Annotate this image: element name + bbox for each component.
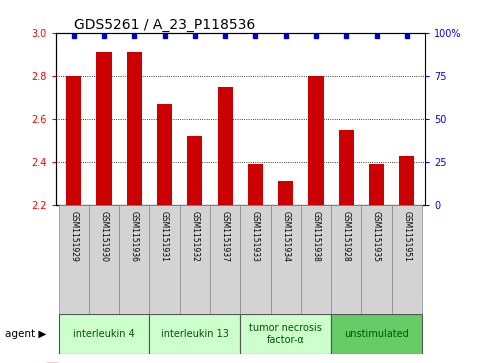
Bar (392, 205, 422, 314)
Text: tumor necrosis
factor-α: tumor necrosis factor-α (249, 323, 322, 345)
Text: GSM1151936: GSM1151936 (130, 211, 139, 261)
Bar (399, 155, 414, 205)
Bar (89, 205, 119, 314)
Text: GSM1151935: GSM1151935 (372, 211, 381, 261)
Bar (149, 205, 180, 314)
Bar (270, 205, 301, 314)
Bar (331, 205, 361, 314)
Bar (248, 164, 263, 205)
Bar (58, 314, 149, 354)
Bar (210, 205, 241, 314)
Text: GSM1151938: GSM1151938 (312, 211, 321, 261)
Bar (301, 205, 331, 314)
Bar (97, 52, 112, 205)
Bar (241, 205, 270, 314)
Text: GSM1151951: GSM1151951 (402, 211, 412, 261)
Bar (331, 314, 422, 354)
Text: agent ▶: agent ▶ (5, 329, 46, 339)
Bar (361, 205, 392, 314)
Text: GSM1151937: GSM1151937 (221, 211, 229, 261)
Text: GSM1151932: GSM1151932 (190, 211, 199, 261)
Bar (241, 314, 331, 354)
Text: GSM1151928: GSM1151928 (342, 211, 351, 261)
Bar (339, 130, 354, 205)
Bar (58, 205, 89, 314)
Text: unstimulated: unstimulated (344, 329, 409, 339)
Bar (278, 182, 293, 205)
Text: GSM1151934: GSM1151934 (281, 211, 290, 261)
Text: interleukin 4: interleukin 4 (73, 329, 135, 339)
Text: GSM1151929: GSM1151929 (69, 211, 78, 261)
Text: GSM1151931: GSM1151931 (160, 211, 169, 261)
Bar (66, 76, 81, 205)
Bar (157, 104, 172, 205)
Bar (187, 136, 202, 205)
Text: GDS5261 / A_23_P118536: GDS5261 / A_23_P118536 (74, 18, 256, 32)
Text: interleukin 13: interleukin 13 (161, 329, 229, 339)
Bar (217, 86, 233, 205)
Bar (369, 164, 384, 205)
Bar (180, 205, 210, 314)
Bar (127, 52, 142, 205)
Text: GSM1151933: GSM1151933 (251, 211, 260, 261)
Bar (309, 76, 324, 205)
Bar (119, 205, 149, 314)
Text: GSM1151930: GSM1151930 (99, 211, 109, 261)
Bar (149, 314, 241, 354)
